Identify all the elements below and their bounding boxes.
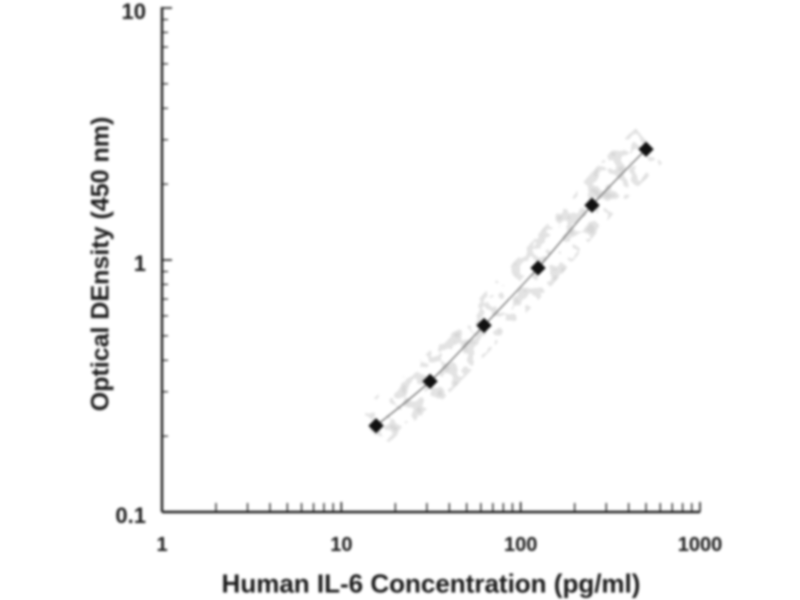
svg-text:10: 10 [122, 0, 146, 24]
svg-text:1: 1 [156, 534, 167, 556]
svg-text:1000: 1000 [678, 534, 723, 556]
svg-text:0.1: 0.1 [115, 503, 146, 528]
svg-text:1: 1 [134, 251, 146, 276]
svg-text:10: 10 [330, 534, 352, 556]
svg-text:100: 100 [504, 534, 537, 556]
